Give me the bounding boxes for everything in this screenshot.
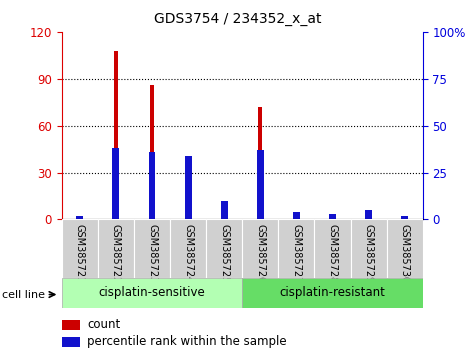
Text: percentile rank within the sample: percentile rank within the sample: [87, 336, 286, 348]
Text: GSM385724: GSM385724: [183, 224, 193, 284]
Text: GSM385730: GSM385730: [399, 224, 410, 283]
Bar: [149, 152, 155, 219]
Bar: [365, 210, 372, 219]
Bar: [351, 219, 387, 278]
Bar: [293, 212, 300, 219]
Bar: [401, 216, 408, 219]
Bar: [150, 85, 154, 219]
Bar: [62, 278, 242, 308]
Bar: [242, 278, 423, 308]
Bar: [314, 219, 351, 278]
Bar: [221, 201, 228, 219]
Text: count: count: [87, 319, 120, 331]
Bar: [330, 215, 335, 219]
Bar: [258, 107, 263, 219]
Text: GSM385725: GSM385725: [219, 224, 229, 284]
Text: GDS3754 / 234352_x_at: GDS3754 / 234352_x_at: [154, 12, 321, 27]
Bar: [242, 219, 278, 278]
Bar: [77, 216, 82, 219]
Text: cisplatin-sensitive: cisplatin-sensitive: [99, 286, 205, 299]
Bar: [257, 150, 264, 219]
Bar: [206, 219, 242, 278]
Bar: [62, 337, 80, 347]
Text: GSM385727: GSM385727: [291, 224, 302, 284]
Bar: [366, 216, 371, 219]
Bar: [62, 219, 98, 278]
Bar: [294, 213, 299, 219]
Bar: [113, 148, 119, 219]
Bar: [76, 216, 83, 219]
Bar: [278, 219, 314, 278]
Bar: [170, 219, 206, 278]
Bar: [98, 219, 134, 278]
Bar: [387, 219, 423, 278]
Bar: [134, 219, 170, 278]
Bar: [222, 201, 227, 219]
Text: GSM385729: GSM385729: [363, 224, 374, 284]
Bar: [402, 216, 407, 219]
Text: GSM385722: GSM385722: [111, 224, 121, 284]
Text: GSM385726: GSM385726: [255, 224, 266, 284]
Text: GSM385728: GSM385728: [327, 224, 338, 284]
Text: GSM385723: GSM385723: [147, 224, 157, 284]
Text: cell line: cell line: [2, 290, 46, 299]
Bar: [186, 157, 190, 219]
Text: cisplatin-resistant: cisplatin-resistant: [280, 286, 385, 299]
Bar: [329, 214, 336, 219]
Bar: [185, 156, 191, 219]
Bar: [62, 320, 80, 330]
Text: GSM385721: GSM385721: [75, 224, 85, 284]
Bar: [114, 51, 118, 219]
